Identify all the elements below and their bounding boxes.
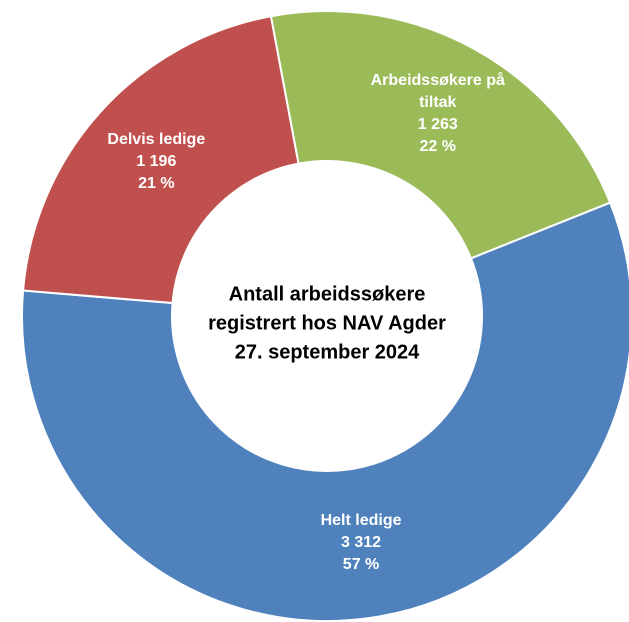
percentage-label: 22 % bbox=[419, 138, 456, 156]
donut-slice bbox=[21, 15, 300, 305]
category-label: Delvis ledige bbox=[107, 130, 206, 148]
value-label: 1 263 bbox=[417, 116, 458, 134]
value-label: 3 312 bbox=[341, 534, 382, 552]
percentage-label: 21 % bbox=[138, 174, 175, 192]
value-label: 1 196 bbox=[136, 152, 177, 170]
category-label: Arbeidssøkere på tiltak bbox=[370, 72, 505, 112]
chart-title: Antall arbeidssøkere registrert hos NAV … bbox=[208, 283, 446, 364]
slice-label: Arbeidssøkere på tiltak 1 263 22 % bbox=[368, 70, 508, 158]
slice-label: Delvis ledige 1 196 21 % bbox=[81, 129, 231, 195]
donut-slice bbox=[21, 201, 629, 622]
slice-label: Helt ledige 3 312 57 % bbox=[286, 510, 436, 576]
donut-slice bbox=[269, 10, 612, 260]
percentage-label: 57 % bbox=[342, 556, 380, 574]
category-label: Helt ledige bbox=[320, 512, 402, 530]
